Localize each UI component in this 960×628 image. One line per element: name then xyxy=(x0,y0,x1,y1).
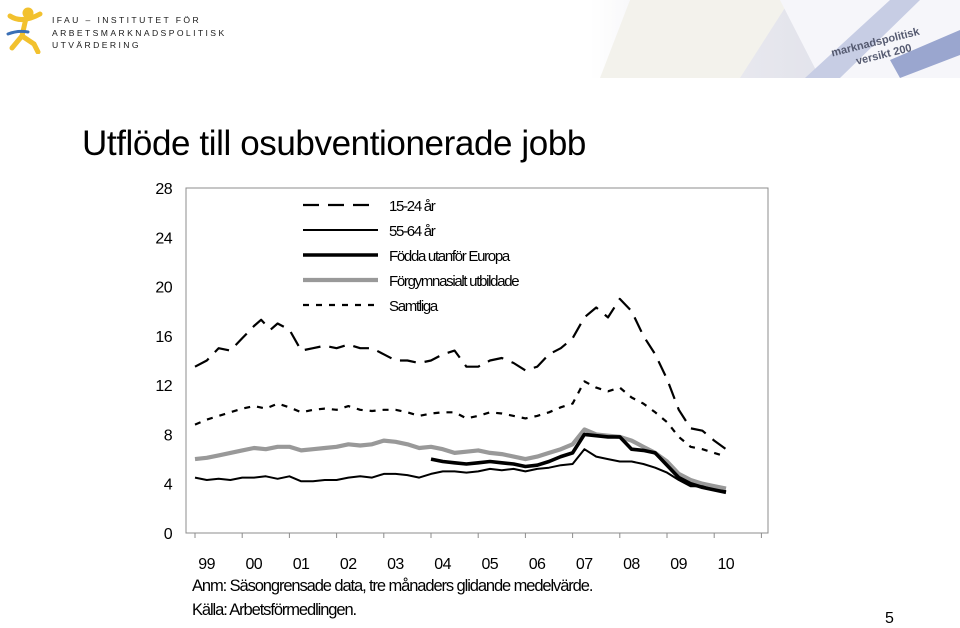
y-tick-label: 16 xyxy=(155,329,172,346)
x-tick-label: 09 xyxy=(670,556,687,573)
series-line-3 xyxy=(430,432,727,495)
x-tick-label: 99 xyxy=(198,556,215,573)
org-line-3: UTVÄRDERING xyxy=(52,40,141,51)
legend-label: 15-24 år xyxy=(389,198,436,215)
legend-label: Födda utanför Europa xyxy=(389,248,511,265)
y-tick-label: 8 xyxy=(164,427,173,444)
chart-note: Anm: Säsongrensade data, tre månaders gl… xyxy=(192,577,593,595)
series-line-2 xyxy=(194,448,727,493)
plot-area xyxy=(185,187,769,534)
chart-legend: 15-24 år 55-64 år Födda utanför Europa Förg… xyxy=(303,198,521,315)
y-tick-label: 4 xyxy=(164,477,173,494)
series-line-1 xyxy=(194,297,727,451)
series-line-4 xyxy=(194,427,727,491)
x-tick-label: 01 xyxy=(293,556,310,573)
x-tick-label: 06 xyxy=(529,556,546,573)
x-tick-label: 08 xyxy=(623,556,640,573)
chart-source: Källa: Arbetsförmedlingen. xyxy=(192,601,357,619)
org-line-2: ARBETSMARKNADSPOLITISK xyxy=(52,27,227,38)
header-banner-image: marknadspolitisk versikt 200 xyxy=(590,0,960,78)
legend-label: Samtliga xyxy=(389,298,439,315)
y-tick-label: 28 xyxy=(155,181,172,198)
ifau-logo xyxy=(6,7,43,54)
y-tick-label: 0 xyxy=(164,526,173,543)
org-name: IFAU – INSTITUTET FÖR ARBETSMARKNADSPOLI… xyxy=(52,14,227,52)
y-tick-label: 12 xyxy=(155,378,172,395)
org-line-1: IFAU – INSTITUTET FÖR xyxy=(52,15,202,25)
legend-label: Förgymnasialt utbildade xyxy=(389,273,519,290)
x-tick-label: 10 xyxy=(717,556,734,573)
slide-title: Utflöde till osubventionerade jobb xyxy=(82,124,586,163)
page-number: 5 xyxy=(885,610,894,627)
x-tick-label: 07 xyxy=(576,556,593,573)
series-line-5 xyxy=(194,380,727,458)
x-tick-label: 03 xyxy=(387,556,404,573)
x-tick-label: 00 xyxy=(245,556,262,573)
y-tick-label: 24 xyxy=(155,230,172,247)
x-tick-label: 04 xyxy=(434,556,451,573)
x-tick-label: 05 xyxy=(481,556,498,573)
x-tick-label: 02 xyxy=(340,556,357,573)
legend-label: 55-64 år xyxy=(389,223,436,240)
y-tick-label: 20 xyxy=(155,280,172,297)
